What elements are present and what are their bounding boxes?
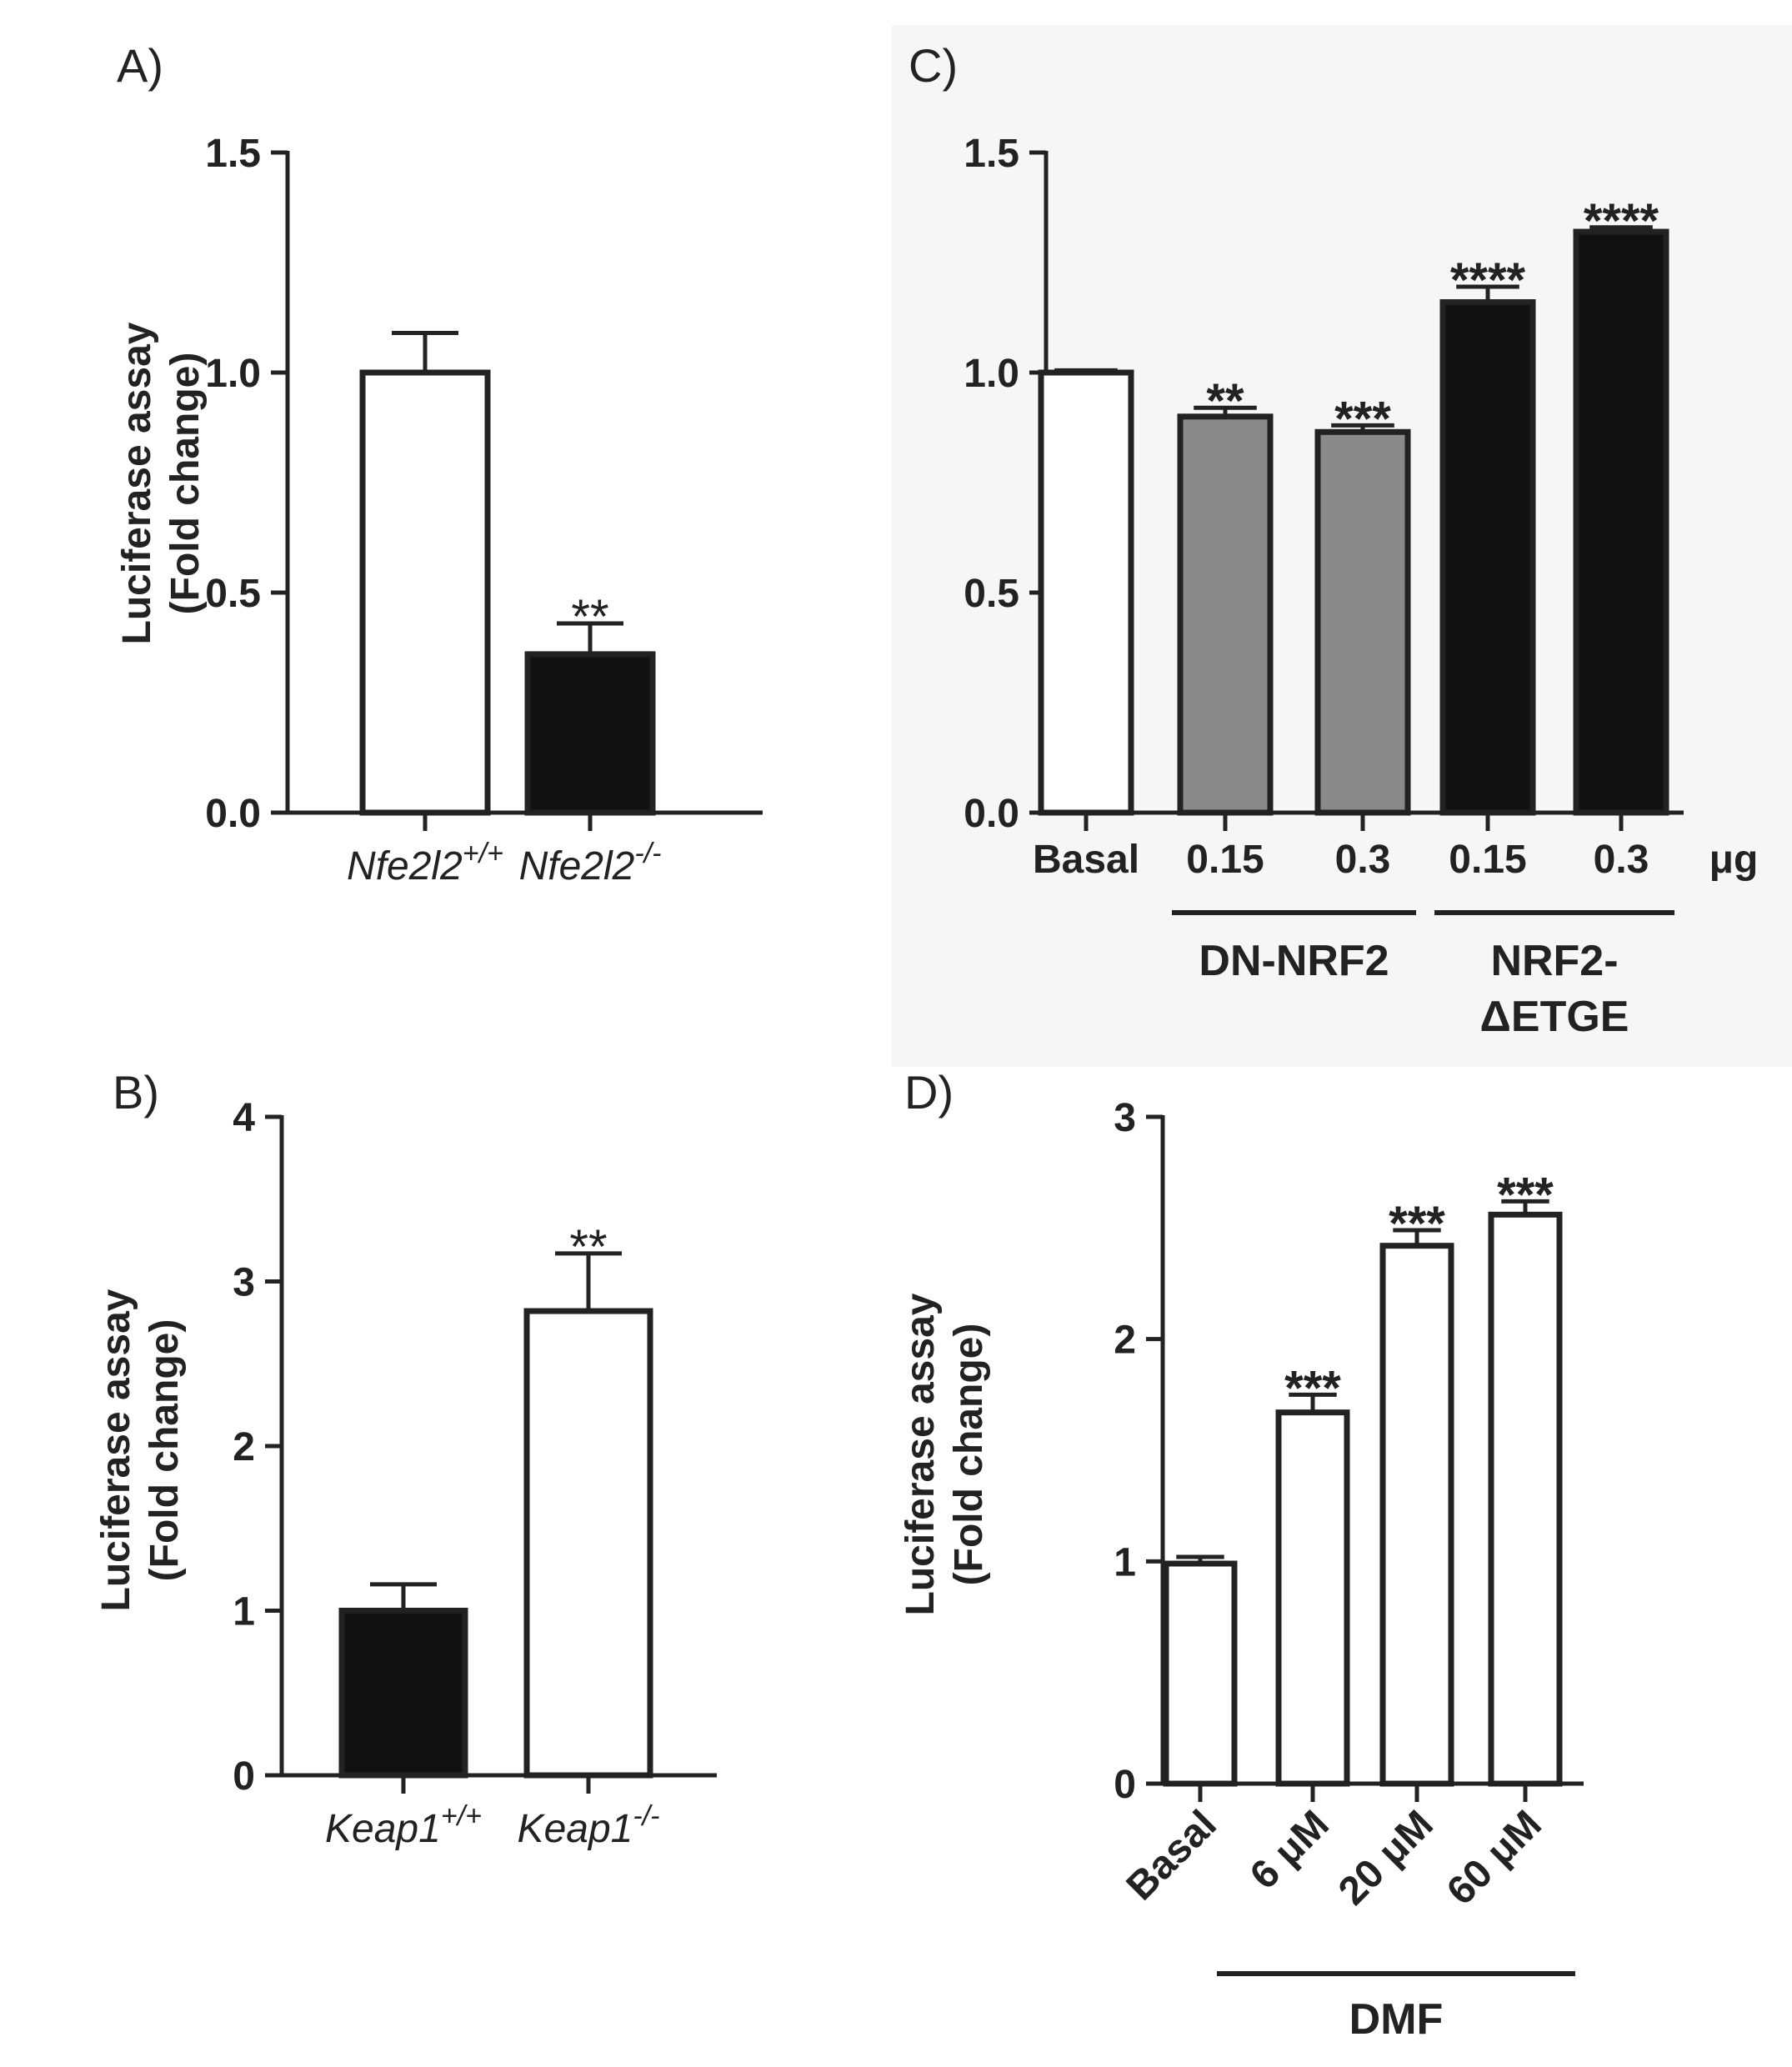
category-name: Nfe2l2 <box>519 844 635 888</box>
group-label: NRF2- <box>1490 937 1618 985</box>
category-name: Keap1 <box>325 1807 441 1851</box>
x-category-text: 20 μM <box>1330 1802 1442 1914</box>
y-tick-label: 1.5 <box>964 132 1019 176</box>
significance-marker: ** <box>571 590 608 644</box>
y-tick-label: 0.5 <box>964 572 1019 616</box>
x-category-label: Keap1+/+ <box>325 1800 482 1851</box>
x-category-label: Basal <box>1033 838 1139 882</box>
x-category-label: Nfe2l2+/+ <box>347 838 503 888</box>
x-category-label: 0.15 <box>1449 838 1526 882</box>
y-tick-label: 1.5 <box>205 132 261 176</box>
significance-marker: **** <box>1450 253 1526 308</box>
bar <box>359 369 491 816</box>
y-axis-title: Luciferase assay (Fold change) <box>115 322 208 644</box>
category-superscript: -/- <box>633 1800 659 1832</box>
x-category-label: 60 μM <box>1439 1802 1550 1914</box>
x-unit-label: μg <box>1709 838 1759 882</box>
y-axis-title-line1: Luciferase assay <box>899 1293 943 1615</box>
y-axis-title-line1: Luciferase assay <box>115 322 159 644</box>
x-category-label: Keap1-/- <box>518 1800 660 1851</box>
group-label-line2: ΔETGE <box>1480 993 1629 1041</box>
category-name: Keap1 <box>518 1807 633 1851</box>
x-category-label: Basal <box>1119 1802 1225 1909</box>
y-axis-title-line2: (Fold change) <box>143 1319 187 1582</box>
bar <box>1038 369 1134 816</box>
bar <box>1314 428 1411 816</box>
bar <box>523 1308 653 1779</box>
significance-marker: *** <box>1334 392 1391 446</box>
x-category-text: 60 μM <box>1439 1802 1550 1914</box>
significance-marker: ** <box>569 1220 607 1274</box>
panel-3: C)0.00.51.01.5** ***********Basal 0.15 0.3 0… <box>909 39 1758 1041</box>
y-axis-title-line1: Luciferase assay <box>94 1289 138 1611</box>
y-tick-label: 1.0 <box>205 352 261 396</box>
y-tick-label: 0.0 <box>205 792 261 836</box>
bar <box>1275 1409 1350 1787</box>
y-axis-title-line2: (Fold change) <box>947 1324 991 1586</box>
y-tick-label: 1.0 <box>964 352 1019 396</box>
group-label: DN-NRF2 <box>1199 937 1389 985</box>
x-category-label: Nfe2l2-/- <box>519 838 662 888</box>
y-tick-label: 1 <box>1114 1540 1136 1584</box>
significance-marker: *** <box>1389 1197 1445 1251</box>
y-axis-title-line2: (Fold change) <box>163 353 208 615</box>
category-superscript: -/- <box>634 838 661 869</box>
y-tick-label: 0 <box>233 1754 255 1799</box>
significance-marker: **** <box>1584 194 1659 248</box>
y-tick-label: 3 <box>233 1261 255 1305</box>
y-tick-label: 0.5 <box>205 572 261 616</box>
y-tick-label: 2 <box>233 1425 255 1469</box>
category-superscript: +/+ <box>441 1800 482 1832</box>
x-category-text: Basal <box>1119 1802 1225 1909</box>
bar <box>1573 228 1669 816</box>
x-category-label: 0.3 <box>1594 838 1649 882</box>
y-axis-title: Luciferase assay (Fold change) <box>899 1293 991 1615</box>
bar <box>1163 1560 1238 1787</box>
significance-marker: *** <box>1284 1361 1341 1415</box>
significance-marker: ** <box>1206 374 1244 428</box>
y-tick-label: 4 <box>233 1096 255 1140</box>
x-category-label: 20 μM <box>1330 1802 1442 1914</box>
x-category-label: 0.15 <box>1186 838 1264 882</box>
panel-letter: D) <box>904 1066 954 1119</box>
x-category-label: 0.3 <box>1335 838 1391 882</box>
bar <box>1488 1211 1563 1787</box>
category-name: Nfe2l2 <box>347 844 463 888</box>
bar <box>524 651 656 816</box>
panel-letter: C) <box>909 39 958 92</box>
bar <box>338 1608 468 1779</box>
category-superscript: +/+ <box>463 838 503 869</box>
y-tick-label: 0.0 <box>964 792 1019 836</box>
panel-letter: A) <box>117 39 163 92</box>
significance-marker: *** <box>1497 1168 1554 1222</box>
y-tick-label: 3 <box>1114 1096 1136 1140</box>
bar <box>1439 299 1536 816</box>
y-tick-label: 2 <box>1114 1319 1136 1363</box>
bar <box>1379 1243 1454 1787</box>
bar <box>1177 413 1274 816</box>
group-label: DMF <box>1349 1995 1444 2044</box>
panel-2: B) 0 1 2 3 4 Luciferase assay (Fold change) ** Ke… <box>94 1066 717 1851</box>
y-tick-label: 1 <box>233 1590 255 1634</box>
panel-letter: B) <box>113 1066 159 1119</box>
y-tick-label: 0 <box>1114 1763 1136 1807</box>
x-category-text: 6 μM <box>1242 1802 1338 1898</box>
panel-4: D) 0 1 2 3 Luciferase assay (Fold change) *** **… <box>899 1066 1584 2044</box>
y-axis-title: Luciferase assay (Fold change) <box>94 1289 187 1611</box>
x-category-label: 6 μM <box>1242 1802 1338 1898</box>
panel-1: A) 0.0 0.5 1.0 1.5 Luciferase assay (Fold chan… <box>115 39 763 888</box>
